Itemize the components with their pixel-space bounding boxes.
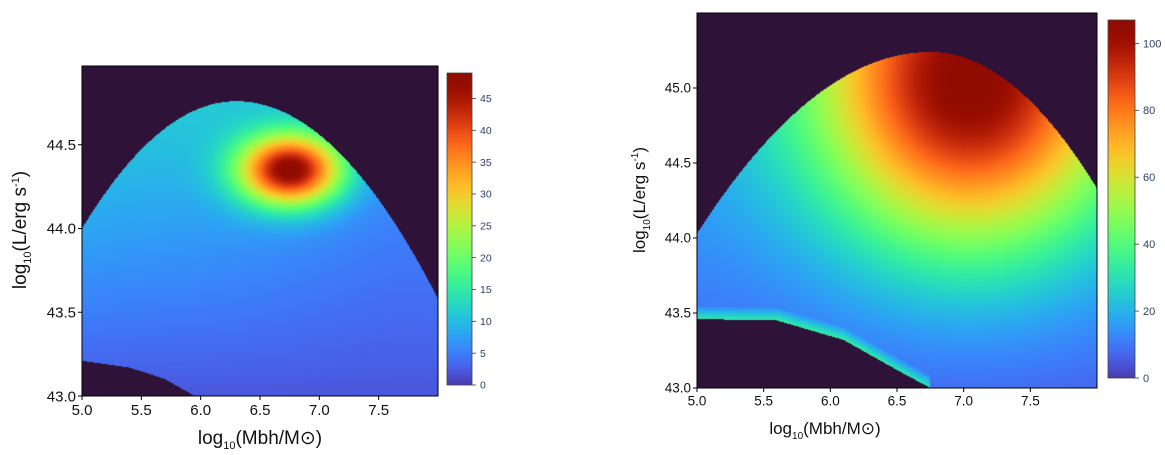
right-chart: 5.0 5.5 6.0 6.5 7.0 7.5 43.043.544.044.545.0 … bbox=[630, 12, 1161, 442]
left-colorbar bbox=[447, 73, 472, 385]
colorbar-tick-label: 10 bbox=[480, 316, 492, 328]
colorbar-tick-label: 60 bbox=[1143, 172, 1155, 184]
left-chart: 5.0 5.5 6.0 6.5 7.0 7.5 43.0 43.5 44.0 44.5 log1… bbox=[10, 65, 492, 452]
y-tick-label: 43.0 bbox=[665, 381, 691, 396]
right-heatmap-image bbox=[697, 13, 1097, 388]
x-tick-label: 5.5 bbox=[131, 402, 152, 419]
colorbar-tick-label: 80 bbox=[1143, 105, 1155, 117]
colorbar-tick-label: 40 bbox=[1143, 239, 1155, 251]
y-tick-label: 43.5 bbox=[665, 306, 691, 321]
y-tick-label: 44.0 bbox=[47, 221, 76, 238]
left-x-ticks: 5.0 5.5 6.0 6.5 7.0 7.5 bbox=[72, 396, 389, 419]
left-heatmap-image bbox=[82, 66, 438, 396]
right-colorbar-frame bbox=[1107, 19, 1136, 379]
y-tick-label: 44.5 bbox=[47, 137, 76, 154]
colorbar-tick-label: 30 bbox=[480, 189, 492, 201]
right-x-ticks: 5.0 5.5 6.0 6.5 7.0 7.5 bbox=[688, 388, 1040, 409]
left-x-axis-label: log10(Mbh/M⊙) bbox=[198, 428, 322, 452]
x-tick-label: 7.5 bbox=[368, 402, 389, 419]
left-colorbar-ticks: 0 5 10 15 20 25 30 35 40 45 bbox=[472, 93, 492, 392]
left-colorbar-frame bbox=[446, 72, 473, 386]
colorbar-tick-label: 40 bbox=[480, 125, 492, 137]
colorbar-tick-label: 25 bbox=[480, 220, 492, 232]
x-tick-label: 5.0 bbox=[72, 402, 93, 419]
left-x-label-rest: (Mbh/M⊙) bbox=[235, 428, 322, 449]
x-tick-label: 6.5 bbox=[250, 402, 271, 419]
left-y-axis-label: log10(L/erg s-1) bbox=[10, 171, 34, 289]
colorbar-tick-label: 20 bbox=[1143, 306, 1155, 318]
y-tick-label: 45.0 bbox=[665, 81, 691, 96]
svg-text:log10(L/erg s-1): log10(L/erg s-1) bbox=[630, 147, 653, 253]
x-tick-label: 6.0 bbox=[190, 402, 211, 419]
colorbar-tick-label: 0 bbox=[480, 380, 486, 392]
x-tick-label: 6.5 bbox=[888, 394, 907, 409]
colorbar-tick-label: 15 bbox=[480, 284, 492, 296]
right-x-axis-label: log10(Mbh/M⊙) bbox=[769, 419, 880, 442]
colorbar-tick-label: 35 bbox=[480, 157, 492, 169]
right-y-axis-label: log10(L/erg s-1) bbox=[630, 147, 653, 253]
x-tick-label: 5.5 bbox=[754, 394, 773, 409]
x-tick-label: 7.5 bbox=[1021, 394, 1040, 409]
x-tick-label: 6.0 bbox=[821, 394, 840, 409]
colorbar-tick-label: 5 bbox=[480, 348, 486, 360]
svg-text:log10(L/erg s-1): log10(L/erg s-1) bbox=[10, 171, 34, 289]
y-tick-label: 44.5 bbox=[665, 156, 691, 171]
x-tick-label: 7.0 bbox=[309, 402, 330, 419]
x-tick-label: 7.0 bbox=[954, 394, 973, 409]
colorbar-tick-label: 100 bbox=[1143, 38, 1161, 50]
colorbar-tick-label: 20 bbox=[480, 252, 492, 264]
right-colorbar-ticks: 0 20 40 60 80 100 bbox=[1135, 38, 1161, 385]
y-tick-label: 43.5 bbox=[47, 304, 76, 321]
x-tick-label: 5.0 bbox=[688, 394, 707, 409]
colorbar-tick-label: 0 bbox=[1143, 373, 1149, 385]
y-tick-label: 44.0 bbox=[665, 231, 691, 246]
y-tick-label: 43.0 bbox=[47, 388, 76, 405]
left-y-ticks: 43.0 43.5 44.0 44.5 bbox=[47, 137, 82, 405]
left-x-label-sub: 10 bbox=[223, 440, 235, 452]
right-colorbar bbox=[1108, 20, 1135, 378]
colorbar-tick-label: 45 bbox=[480, 93, 492, 105]
right-y-ticks: 43.0 43.5 44.0 44.5 45.0 bbox=[665, 81, 697, 396]
